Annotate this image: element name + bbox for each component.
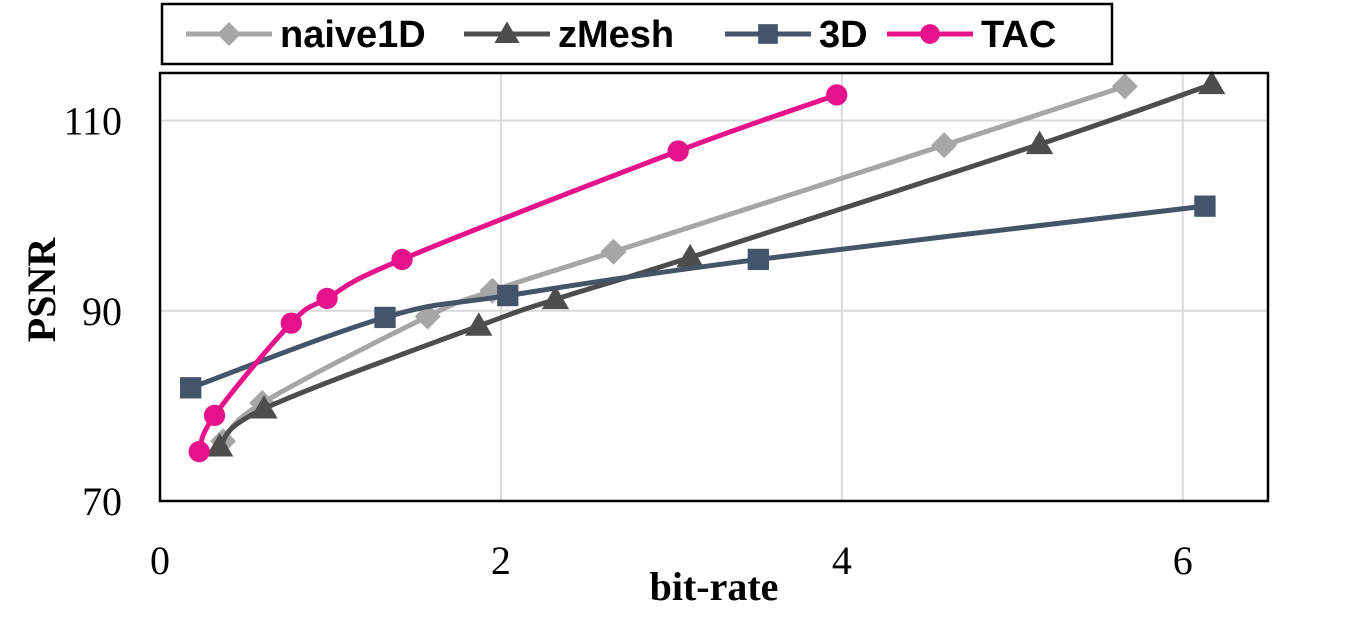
data-point-tac bbox=[391, 248, 413, 271]
legend-item-3d: 3D bbox=[725, 14, 868, 56]
data-point-tac bbox=[203, 404, 226, 427]
data-point-3d bbox=[497, 284, 519, 307]
x-axis-title: bit-rate bbox=[650, 564, 779, 609]
data-point-3d bbox=[374, 306, 396, 329]
legend-label-naive1d: naive1D bbox=[280, 14, 426, 56]
tick-labels: 0 2 4 6 70 90 110 bbox=[63, 99, 1192, 583]
legend-item-naive1d: naive1D bbox=[186, 14, 426, 56]
data-point-naive1d bbox=[1111, 73, 1138, 100]
data-point-tac bbox=[667, 140, 689, 162]
plot-frame bbox=[158, 71, 1270, 503]
y-axis-title: PSNR bbox=[19, 237, 64, 343]
data-point-zmesh bbox=[1198, 70, 1226, 95]
y-tick-label: 110 bbox=[63, 99, 122, 144]
series-tac bbox=[188, 84, 848, 463]
series-line-tac bbox=[196, 92, 840, 455]
x-tick-label: 2 bbox=[491, 538, 511, 583]
legend-label-tac: TAC bbox=[981, 14, 1056, 56]
data-point-zmesh bbox=[465, 312, 493, 336]
data-point-tac bbox=[316, 287, 338, 310]
y-tick-label: 90 bbox=[82, 289, 122, 334]
x-tick-label: 4 bbox=[832, 538, 852, 583]
data-point-3d bbox=[747, 248, 769, 271]
data-point-tac bbox=[280, 312, 302, 334]
legend-item-tac: TAC bbox=[887, 14, 1056, 56]
legend-label-zmesh: zMesh bbox=[558, 14, 674, 56]
legend-marker-zmesh bbox=[494, 21, 520, 43]
legend: naive1D zMesh 3D TAC bbox=[160, 2, 1114, 66]
data-point-3d bbox=[180, 377, 202, 399]
series-3d bbox=[180, 195, 1216, 399]
data-point-zmesh bbox=[250, 395, 278, 419]
data-point-3d bbox=[1194, 195, 1216, 217]
data-point-tac bbox=[826, 84, 848, 106]
series-layer bbox=[180, 70, 1226, 463]
legend-item-zmesh: zMesh bbox=[464, 14, 674, 56]
x-tick-label: 0 bbox=[150, 538, 170, 583]
data-point-naive1d bbox=[600, 238, 627, 265]
x-tick-label: 6 bbox=[1173, 538, 1193, 583]
data-point-zmesh bbox=[676, 243, 704, 268]
data-point-naive1d bbox=[931, 132, 958, 159]
legend-marker-tac bbox=[920, 24, 940, 44]
y-tick-label: 70 bbox=[82, 479, 122, 524]
grid bbox=[160, 73, 1268, 501]
legend-marker-naive1d bbox=[217, 22, 241, 46]
legend-marker-3d bbox=[758, 24, 778, 44]
data-point-zmesh bbox=[541, 285, 570, 310]
data-point-tac bbox=[188, 440, 210, 463]
legend-label-3d: 3D bbox=[819, 14, 868, 56]
data-point-zmesh bbox=[206, 433, 234, 457]
series-line-3d bbox=[188, 203, 1208, 391]
series-zmesh bbox=[206, 70, 1226, 457]
data-point-zmesh bbox=[1025, 130, 1054, 155]
